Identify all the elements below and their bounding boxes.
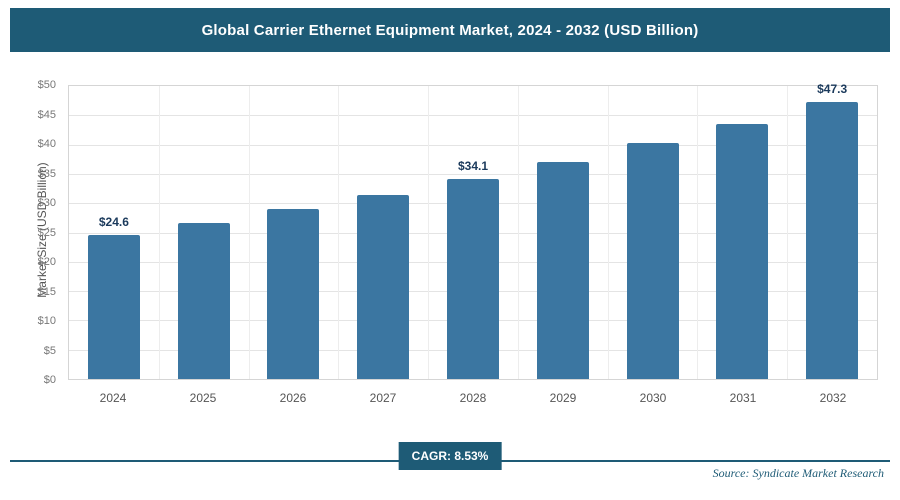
- y-tick-label: $45: [37, 108, 56, 121]
- y-axis: $0 $5 $10 $15 $20 $25 $30 $35 $40 $45 $50: [10, 79, 62, 386]
- bar-2032: [806, 101, 859, 379]
- gridline-vertical: [607, 86, 609, 379]
- bar-2026: [267, 209, 320, 379]
- x-axis: 2024 2025 2026 2027 2028 2029 2030 2031 2032: [68, 391, 878, 411]
- bar-2029: [536, 162, 589, 379]
- bar-2031: [716, 123, 769, 379]
- gridline-vertical: [248, 86, 250, 379]
- chart-title: Global Carrier Ethernet Equipment Market…: [201, 21, 699, 39]
- bar-2025: [177, 222, 230, 379]
- y-tick-label: $30: [37, 197, 56, 209]
- gridline-horizontal: [69, 115, 877, 117]
- y-tick-label: $40: [37, 138, 56, 150]
- plot-area: $24.6 $34.1 $47.3: [68, 81, 878, 380]
- x-tick-label: 2031: [729, 391, 757, 405]
- source-attribution: Source: Syndicate Market Research: [712, 466, 884, 480]
- gridline-horizontal: [69, 144, 877, 146]
- x-tick-label: 2027: [369, 391, 397, 405]
- chart-header: Global Carrier Ethernet Equipment Market…: [10, 8, 890, 52]
- bar-value-label: $34.1: [457, 159, 489, 174]
- y-tick-label: $10: [37, 315, 56, 327]
- chart-footer: CAGR: 8.53% Source: Syndicate Market Res…: [10, 440, 890, 482]
- gridline-vertical: [517, 86, 519, 379]
- bar-2024: [87, 234, 140, 379]
- gridline-vertical: [338, 86, 340, 379]
- x-tick-label: 2025: [189, 391, 217, 405]
- cagr-badge: CAGR: 8.53%: [398, 442, 502, 470]
- bar-value-label: $24.6: [98, 214, 129, 229]
- bar-value-label: $47.3: [817, 81, 848, 96]
- bar-2027: [357, 195, 410, 379]
- x-tick-label: 2024: [99, 391, 127, 405]
- y-tick-label: $5: [43, 344, 56, 357]
- x-tick-label: 2030: [639, 391, 667, 405]
- y-tick-label: $25: [37, 226, 56, 239]
- y-tick-label: $35: [37, 167, 56, 180]
- y-tick-label: $50: [37, 79, 56, 91]
- gridline-vertical: [697, 86, 699, 379]
- y-tick-label: $0: [43, 374, 56, 386]
- x-tick-label: 2026: [279, 391, 307, 405]
- y-tick-label: $15: [37, 285, 56, 298]
- gridline-vertical: [158, 86, 160, 379]
- gridline-vertical: [428, 86, 430, 379]
- gridline-horizontal: [69, 173, 877, 175]
- bar-2028: [446, 179, 500, 379]
- x-tick-label: 2028: [459, 391, 487, 405]
- bar-chart: Market Size (USD Billion) $0 $5 $10 $15 $20 $…: [10, 65, 890, 425]
- y-tick-label: $20: [37, 256, 56, 268]
- bar-2030: [626, 143, 679, 379]
- x-tick-label: 2032: [819, 391, 847, 405]
- gridline-vertical: [787, 86, 789, 379]
- x-tick-label: 2029: [549, 391, 577, 405]
